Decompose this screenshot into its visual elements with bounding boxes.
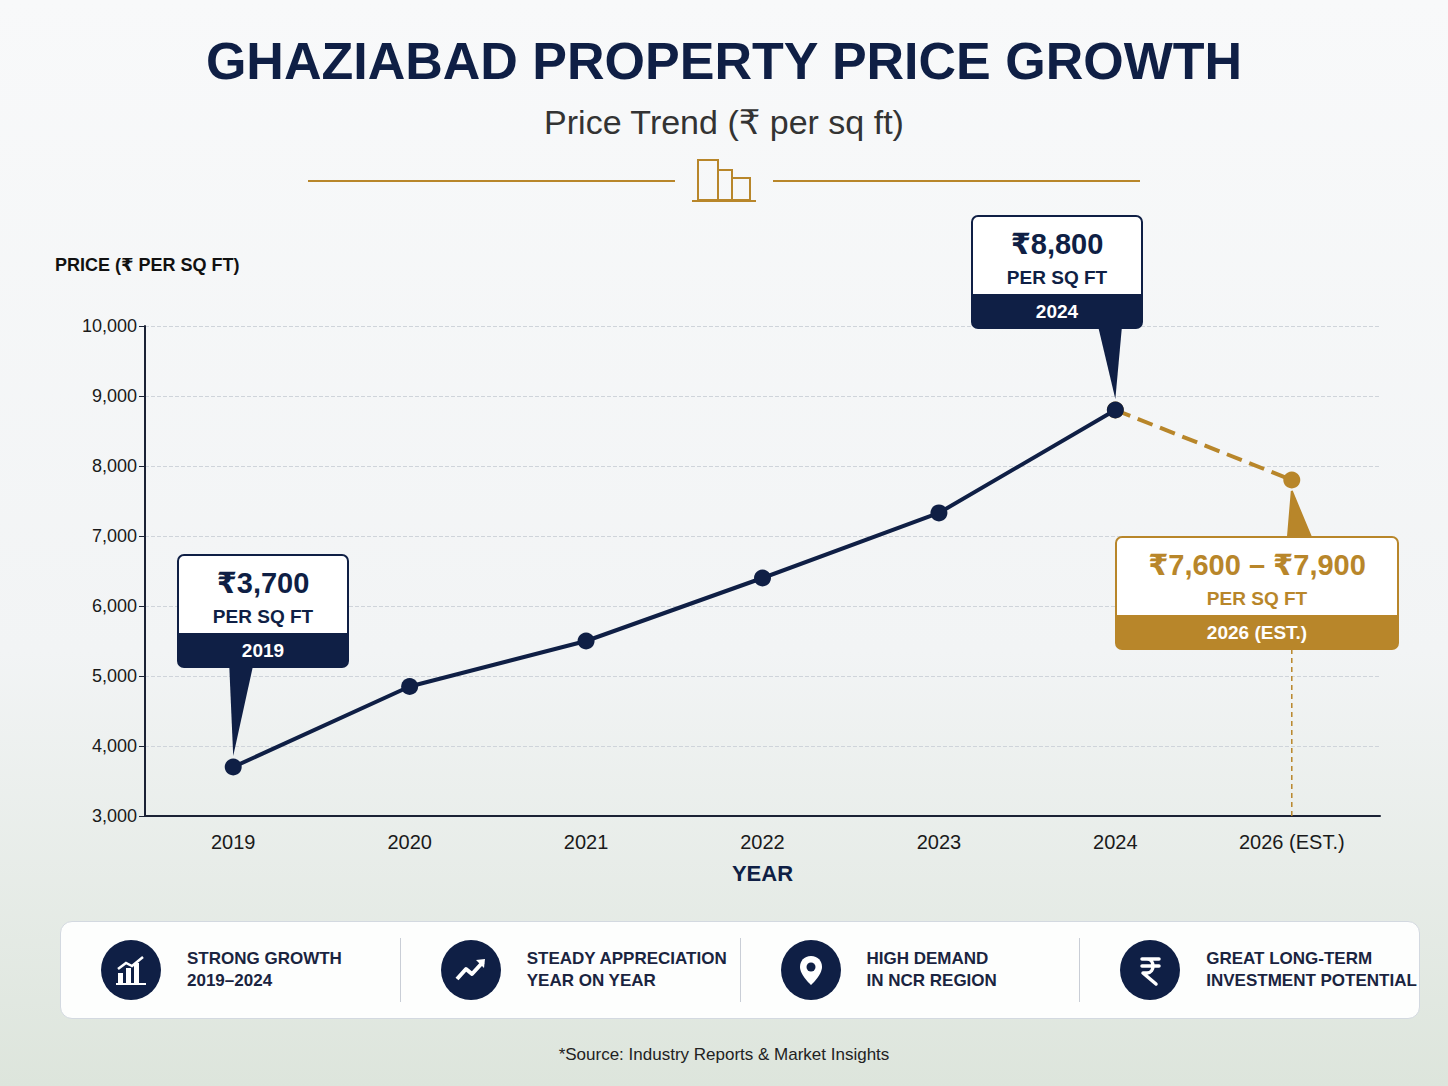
html-text:*Source: Industry Reports & Ma: *Source: Industry Reports & Market Insig… [558, 1045, 890, 1064]
svg-text:2019: 2019 [242, 640, 284, 661]
svg-text:2022: 2022 [740, 831, 785, 853]
svg-text:PER SQ FT: PER SQ FT [1207, 588, 1308, 609]
svg-text:2026 (EST.): 2026 (EST.) [1239, 831, 1345, 853]
svg-text:10,000: 10,000 [82, 316, 137, 336]
svg-text:5,000: 5,000 [92, 666, 137, 686]
html-text:IN NCR REGION: IN NCR REGION [866, 971, 997, 990]
svg-text:8,000: 8,000 [92, 456, 137, 476]
svg-text:2020: 2020 [387, 831, 432, 853]
svg-text:7,000: 7,000 [92, 526, 137, 546]
svg-text:2019: 2019 [211, 831, 256, 853]
svg-text:PER SQ FT: PER SQ FT [213, 606, 314, 627]
svg-text:3,000: 3,000 [92, 806, 137, 826]
html-text:2019–2024: 2019–2024 [187, 971, 273, 990]
svg-text:2021: 2021 [564, 831, 609, 853]
svg-text:2026 (EST.): 2026 (EST.) [1207, 622, 1307, 643]
svg-text:GHAZIABAD PROPERTY PRICE GROWT: GHAZIABAD PROPERTY PRICE GROWTH [206, 32, 1242, 90]
svg-text:PER SQ FT: PER SQ FT [1007, 267, 1108, 288]
html-text:INVESTMENT POTENTIAL: INVESTMENT POTENTIAL [1206, 971, 1417, 990]
svg-text:2023: 2023 [917, 831, 962, 853]
svg-text:4,000: 4,000 [92, 736, 137, 756]
html-text:STRONG GROWTH: STRONG GROWTH [187, 949, 342, 968]
svg-text:2024: 2024 [1036, 301, 1079, 322]
svg-text:YEAR: YEAR [732, 861, 793, 886]
svg-text:6,000: 6,000 [92, 596, 137, 616]
svg-text:₹3,700: ₹3,700 [217, 567, 310, 599]
svg-text:PRICE (₹ PER SQ FT): PRICE (₹ PER SQ FT) [55, 255, 240, 275]
html-text:HIGH DEMAND: HIGH DEMAND [866, 949, 989, 968]
html-text:YEAR ON YEAR: YEAR ON YEAR [526, 971, 656, 990]
svg-text:₹8,800: ₹8,800 [1011, 228, 1104, 260]
svg-text:₹7,600 – ₹7,900: ₹7,600 – ₹7,900 [1148, 549, 1366, 581]
html-text:STEADY APPRECIATION: STEADY APPRECIATION [526, 949, 727, 968]
html-text:GREAT LONG-TERM: GREAT LONG-TERM [1206, 949, 1373, 968]
svg-text:9,000: 9,000 [92, 386, 137, 406]
svg-text:2024: 2024 [1093, 831, 1138, 853]
svg-text:Price Trend (₹ per sq ft): Price Trend (₹ per sq ft) [544, 103, 904, 141]
